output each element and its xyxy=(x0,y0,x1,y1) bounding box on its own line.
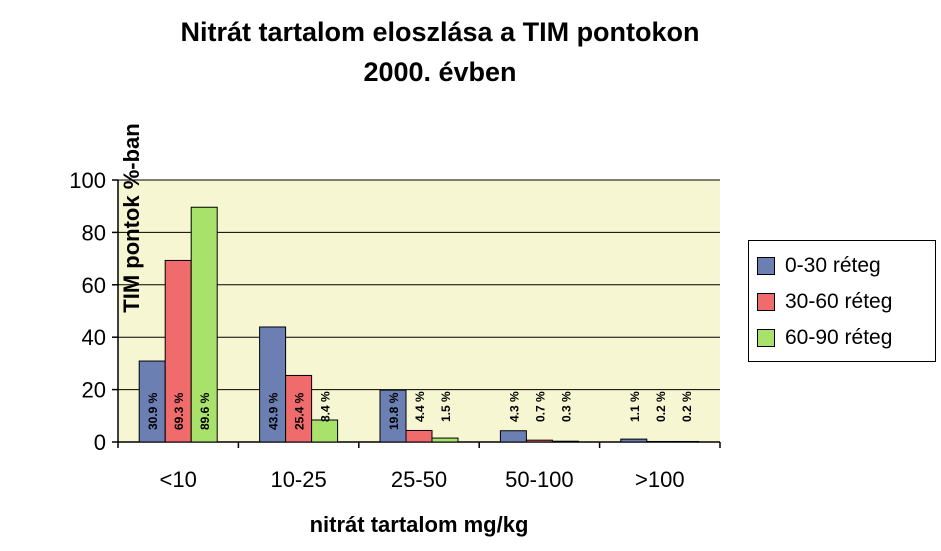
bar xyxy=(285,374,313,443)
legend-swatch-60-90 xyxy=(757,329,775,347)
legend-label: 0-30 réteg xyxy=(785,254,881,277)
y-tick-label: 40 xyxy=(82,325,106,350)
data-label: 4.3 % xyxy=(507,391,521,422)
y-tick-label: 0 xyxy=(94,430,106,455)
bar xyxy=(379,389,407,443)
data-label: 0.3 % xyxy=(559,391,573,422)
x-tick-label: <10 xyxy=(160,467,197,492)
bar xyxy=(646,440,674,443)
data-label: 1.5 % xyxy=(439,391,453,422)
bar xyxy=(499,430,527,443)
data-label: 89.6 % xyxy=(198,392,212,430)
chart-title-block: Nitrát tartalom eloszlása a TIM pontokon… xyxy=(0,12,880,92)
data-label: 1.1 % xyxy=(628,391,642,422)
data-label: 4.4 % xyxy=(413,391,427,422)
x-tick-label: >100 xyxy=(635,467,685,492)
data-label: 0.2 % xyxy=(654,391,668,422)
bar xyxy=(405,429,433,443)
bar xyxy=(672,440,700,443)
x-tick-label: 25-50 xyxy=(391,467,447,492)
legend-swatch-0-30 xyxy=(757,257,775,275)
legend-item: 30-60 réteg xyxy=(757,284,927,320)
data-label: 0.7 % xyxy=(533,391,547,422)
data-label: 25.4 % xyxy=(293,392,307,430)
bar xyxy=(138,360,166,443)
legend-label: 60-90 réteg xyxy=(785,326,893,349)
data-label: 8.4 % xyxy=(319,391,333,422)
legend-swatch-30-60 xyxy=(757,293,775,311)
data-label: 0.2 % xyxy=(680,391,694,422)
y-tick-label: 20 xyxy=(82,378,106,403)
legend-item: 60-90 réteg xyxy=(757,320,927,356)
plot-area xyxy=(118,180,720,442)
x-axis-label: nitrát tartalom mg/kg xyxy=(309,512,529,537)
bar xyxy=(525,439,553,443)
bar xyxy=(311,419,339,443)
bar xyxy=(259,326,287,443)
data-label: 43.9 % xyxy=(267,392,281,430)
y-tick-label: 80 xyxy=(82,220,106,245)
chart-title: Nitrát tartalom eloszlása a TIM pontokon xyxy=(180,17,700,47)
bar xyxy=(431,437,459,443)
bar xyxy=(164,259,192,443)
legend-label: 30-60 réteg xyxy=(785,290,893,313)
data-label: 69.3 % xyxy=(172,392,186,430)
x-tick-label: 50-100 xyxy=(505,467,574,492)
data-label: 30.9 % xyxy=(146,392,160,430)
bar xyxy=(620,438,648,443)
legend-item: 0-30 réteg xyxy=(757,248,927,284)
x-tick-label: 10-25 xyxy=(270,467,326,492)
y-axis-label: TIM pontok %-ban xyxy=(119,123,144,313)
chart-subtitle: 2000. évben xyxy=(363,57,517,87)
bar xyxy=(551,440,579,443)
y-tick-label: 100 xyxy=(69,168,106,193)
bar xyxy=(190,206,218,443)
legend: 0-30 réteg 30-60 réteg 60-90 réteg xyxy=(748,240,936,362)
y-tick-label: 60 xyxy=(82,273,106,298)
data-label: 19.8 % xyxy=(387,392,401,430)
